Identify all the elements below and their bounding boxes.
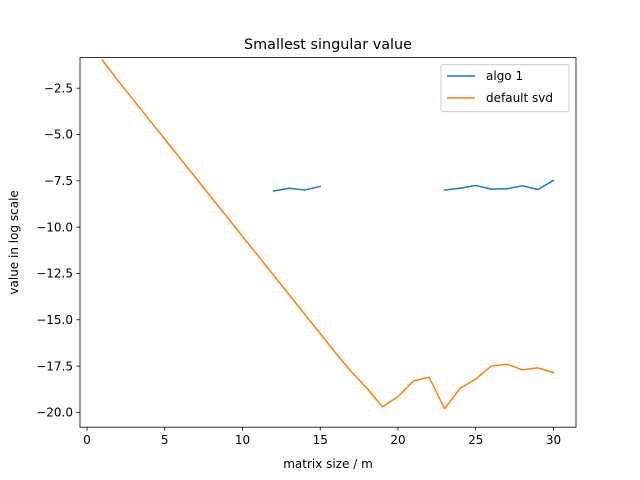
y-tick-label: −12.5 [36, 267, 73, 281]
y-tick-label: −15.0 [36, 313, 73, 327]
x-tick-label: 5 [161, 433, 169, 447]
x-tick-label: 10 [235, 433, 250, 447]
y-axis-ticks: −2.5 −5.0 −7.5 −10.0 −12.5 −15.0 −17.5 −20.0 [36, 81, 80, 420]
x-axis-ticks: 0 5 10 15 20 25 30 [83, 427, 561, 447]
y-tick-label: −7.5 [44, 174, 73, 188]
series-lines [101, 59, 555, 410]
plot-frame [79, 57, 577, 428]
legend-label-default-svd: default svd [486, 91, 553, 105]
plot-area [80, 57, 576, 428]
x-tick-label: 15 [313, 433, 328, 447]
y-axis-label: value in log scale [7, 190, 21, 294]
x-axis-label: matrix size / m [283, 457, 373, 471]
x-tick-label: 20 [390, 433, 405, 447]
y-tick-label: −17.5 [36, 359, 73, 373]
series-line-algo-1 [443, 179, 555, 191]
legend: algo 1 default svd [440, 64, 570, 113]
series-line-algo-1 [272, 185, 322, 192]
y-tick-label: −5.0 [44, 128, 73, 142]
series-line-default-svd [101, 59, 555, 410]
x-tick-label: 25 [468, 433, 483, 447]
x-tick-label: 30 [546, 433, 561, 447]
legend-label-algo-1: algo 1 [486, 69, 523, 83]
y-tick-label: −2.5 [44, 81, 73, 95]
x-tick-label: 0 [83, 433, 91, 447]
y-tick-label: −20.0 [36, 406, 73, 420]
y-tick-label: −10.0 [36, 220, 73, 234]
chart-title: Smallest singular value [244, 37, 412, 53]
